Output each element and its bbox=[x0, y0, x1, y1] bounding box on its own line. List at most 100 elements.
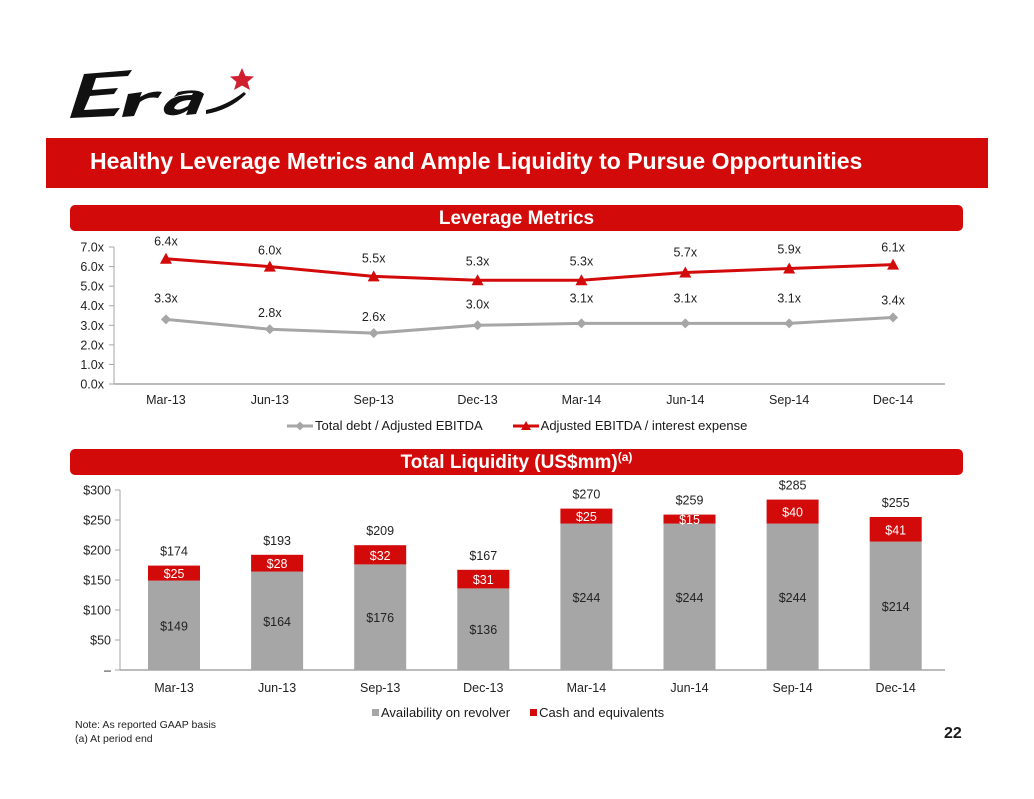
y-tick-label: $100 bbox=[83, 604, 111, 618]
data-point-triangle bbox=[679, 266, 692, 278]
x-tick-label: Mar-14 bbox=[567, 681, 607, 695]
legend-label: Cash and equivalents bbox=[539, 705, 665, 720]
data-label: 3.3x bbox=[154, 291, 178, 305]
x-tick-label: Dec-13 bbox=[463, 681, 503, 695]
y-tick-label: $300 bbox=[83, 484, 111, 498]
bar-label-cash: $25 bbox=[576, 510, 597, 524]
data-label: 2.6x bbox=[362, 310, 386, 324]
leverage-section-title: Leverage Metrics bbox=[438, 208, 595, 229]
x-tick-label: Mar-14 bbox=[562, 393, 602, 407]
y-tick-label: 1.0x bbox=[80, 358, 104, 372]
bar-label-revolver: $244 bbox=[676, 591, 704, 605]
data-label: 6.1x bbox=[881, 241, 905, 255]
data-label: 5.5x bbox=[362, 251, 386, 265]
data-point-diamond bbox=[264, 324, 275, 335]
bar-label-revolver: $149 bbox=[160, 619, 188, 633]
data-point-diamond bbox=[888, 312, 899, 323]
bar-total-label: $270 bbox=[572, 488, 600, 502]
note-period-end: (a) At period end bbox=[75, 733, 153, 745]
liquidity-section-header: Total Liquidity (US$mm)(a) bbox=[70, 449, 963, 475]
bar-label-revolver: $244 bbox=[572, 591, 600, 605]
bar-label-cash: $25 bbox=[164, 567, 185, 581]
data-label: 3.4x bbox=[881, 293, 905, 307]
footnote-marker: (a) bbox=[617, 450, 633, 464]
data-point-triangle bbox=[887, 258, 900, 270]
liquidity-bar-chart: – $50 $100 $150 $200 $250 $300 Mar-13 Jun-13 Sep-… bbox=[83, 479, 945, 695]
bar-total-label: $167 bbox=[469, 549, 497, 563]
legend-label: Adjusted EBITDA / interest expense bbox=[540, 418, 748, 433]
data-point-diamond bbox=[784, 318, 795, 329]
bar-segment-revolver bbox=[354, 564, 407, 670]
data-point-diamond bbox=[368, 328, 379, 339]
x-tick-label: Sep-13 bbox=[360, 681, 400, 695]
legend-label: Availability on revolver bbox=[381, 705, 511, 720]
x-tick-label: Sep-14 bbox=[772, 681, 812, 695]
legend-item-cash: Cash and equivalents bbox=[530, 705, 664, 720]
y-tick-label: 5.0x bbox=[80, 280, 104, 294]
bar-segment-cash bbox=[560, 508, 613, 524]
leverage-line-chart: 0.0x 1.0x 2.0x 3.0x 4.0x 5.0x 6.0x 7.0x Mar-13 Ju… bbox=[80, 235, 945, 407]
y-tick-label: 2.0x bbox=[80, 338, 104, 352]
bar-label-cash: $40 bbox=[782, 506, 803, 520]
bar-total-label: $255 bbox=[882, 496, 910, 510]
data-point-triangle bbox=[367, 270, 380, 282]
leverage-section-header: Leverage Metrics bbox=[70, 205, 963, 231]
data-label: 3.1x bbox=[570, 291, 594, 305]
x-tick-label: Sep-13 bbox=[354, 393, 394, 407]
data-label: 3.1x bbox=[673, 291, 697, 305]
data-label: 5.3x bbox=[466, 254, 490, 268]
data-point-diamond bbox=[472, 320, 483, 331]
y-tick-label: 7.0x bbox=[80, 241, 104, 255]
star-icon bbox=[230, 68, 254, 90]
data-label: 2.8x bbox=[258, 306, 282, 320]
legend-item-revolver: Availability on revolver bbox=[372, 705, 510, 720]
data-point-diamond bbox=[160, 314, 171, 325]
data-point-triangle bbox=[575, 274, 588, 286]
page-number: 22 bbox=[944, 725, 962, 742]
page-title-bar: Healthy Leverage Metrics and Ample Liqui… bbox=[46, 138, 988, 188]
data-label: 5.3x bbox=[570, 254, 594, 268]
legend-diamond-line-icon bbox=[287, 421, 313, 430]
y-tick-label: 6.0x bbox=[80, 260, 104, 274]
bar-label-cash: $41 bbox=[885, 523, 906, 537]
data-label: 5.7x bbox=[673, 245, 697, 259]
bar-segment-revolver bbox=[457, 588, 510, 670]
x-tick-label: Jun-13 bbox=[251, 393, 289, 407]
bar-segment-cash bbox=[457, 569, 510, 589]
bar-segment-cash bbox=[354, 545, 407, 565]
bar-total-label: $174 bbox=[160, 545, 188, 559]
x-tick-label: Jun-14 bbox=[670, 681, 708, 695]
data-point-triangle bbox=[783, 262, 796, 274]
bar-label-cash: $32 bbox=[370, 549, 391, 563]
y-tick-label: – bbox=[104, 664, 111, 678]
bar-label-revolver: $214 bbox=[882, 600, 910, 614]
y-tick-label: 4.0x bbox=[80, 299, 104, 313]
era-logo bbox=[66, 62, 266, 126]
y-tick-label: $50 bbox=[90, 634, 111, 648]
bar-label-revolver: $176 bbox=[366, 611, 394, 625]
liquidity-legend: Availability on revolver Cash and equiva… bbox=[372, 705, 664, 720]
legend-item-total-debt: Total debt / Adjusted EBITDA bbox=[287, 418, 483, 433]
bar-label-cash: $31 bbox=[473, 573, 494, 587]
series-line-total-debt bbox=[165, 315, 894, 335]
bar-segment-revolver bbox=[251, 571, 304, 670]
y-tick-label: $250 bbox=[83, 514, 111, 528]
page-title: Healthy Leverage Metrics and Ample Liqui… bbox=[90, 148, 863, 174]
y-tick-label: $200 bbox=[83, 544, 111, 558]
data-point-diamond bbox=[680, 318, 691, 329]
y-tick-label: 3.0x bbox=[80, 319, 104, 333]
bar-segment-cash bbox=[766, 499, 819, 524]
bar-segment-cash bbox=[663, 514, 716, 524]
liquidity-section-title: Total Liquidity (US$mm) bbox=[400, 452, 618, 473]
x-tick-label: Mar-13 bbox=[154, 681, 194, 695]
data-point-diamond bbox=[576, 318, 587, 329]
x-tick-label: Jun-13 bbox=[258, 681, 296, 695]
footnotes: Note: As reported GAAP basis (a) At peri… bbox=[75, 718, 216, 746]
data-label: 3.1x bbox=[777, 291, 801, 305]
bar-label-revolver: $244 bbox=[779, 591, 807, 605]
bar-segment-revolver bbox=[869, 541, 922, 670]
data-label: 6.0x bbox=[258, 244, 282, 258]
note-gaap: Note: As reported GAAP basis bbox=[75, 719, 217, 731]
x-tick-label: Dec-14 bbox=[876, 681, 916, 695]
logo-wordmark bbox=[70, 70, 246, 118]
